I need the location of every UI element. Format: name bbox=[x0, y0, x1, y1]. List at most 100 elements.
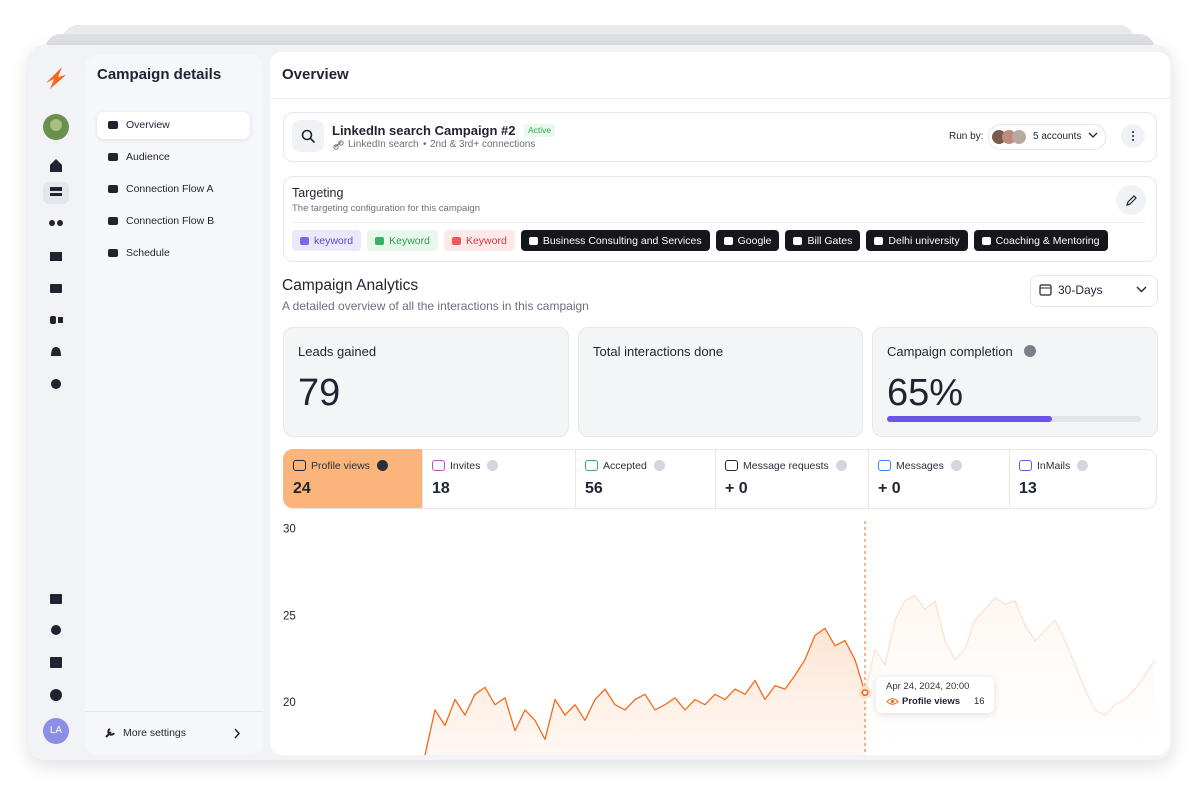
stat-label: Campaign completion bbox=[887, 344, 1013, 359]
contacts-icon bbox=[58, 317, 63, 323]
line-chart: 20 25 30 bbox=[283, 521, 1156, 755]
metric-label: Profile views bbox=[311, 460, 370, 472]
inbox-icon[interactable] bbox=[50, 284, 62, 293]
targeting-chip[interactable]: Business Consulting and Services bbox=[520, 230, 710, 251]
metric-icon bbox=[1019, 460, 1032, 471]
metric-tab[interactable] bbox=[1009, 449, 1157, 508]
contacts-icon[interactable] bbox=[50, 316, 56, 324]
campaign-card bbox=[283, 112, 1157, 162]
tooltip-date: Apr 24, 2024, 20:00 bbox=[886, 681, 970, 692]
nav-icon[interactable] bbox=[108, 121, 118, 129]
book-icon[interactable] bbox=[50, 657, 62, 668]
accounts-count: 5 accounts bbox=[1033, 131, 1082, 142]
home-icon[interactable] bbox=[50, 159, 62, 172]
gift-icon[interactable] bbox=[50, 594, 62, 604]
bulb-icon[interactable] bbox=[51, 625, 61, 635]
metric-label: Invites bbox=[450, 460, 481, 472]
metric-tab[interactable] bbox=[868, 449, 1009, 508]
page-title: Overview bbox=[282, 66, 349, 83]
account-avatars bbox=[992, 130, 1026, 144]
info-icon[interactable] bbox=[836, 460, 847, 471]
chip-list: keyword Keyword Keyword Business Consulting… bbox=[292, 230, 1108, 251]
range-dropdown[interactable] bbox=[1030, 275, 1158, 307]
search-icon bbox=[301, 129, 316, 144]
info-icon[interactable] bbox=[1077, 460, 1088, 471]
chevron-right[interactable] bbox=[233, 728, 241, 739]
info-icon[interactable] bbox=[951, 460, 962, 471]
nav-item[interactable]: Overview bbox=[126, 119, 170, 131]
info-icon[interactable] bbox=[377, 460, 388, 471]
edit-button[interactable] bbox=[1116, 185, 1146, 215]
audience-icon bbox=[57, 220, 63, 226]
targeting-chip[interactable]: Bill Gates bbox=[785, 230, 861, 251]
targeting-chip[interactable]: Keyword bbox=[443, 230, 515, 251]
divider bbox=[270, 98, 1170, 99]
metric-tab[interactable] bbox=[575, 449, 715, 508]
info-icon[interactable] bbox=[654, 460, 665, 471]
targeting-chip[interactable]: keyword bbox=[292, 230, 362, 251]
info-icon[interactable] bbox=[487, 460, 498, 471]
targeting-chip[interactable]: Google bbox=[715, 230, 780, 251]
nav-icon[interactable] bbox=[108, 217, 118, 225]
metric-value: 13 bbox=[1019, 480, 1037, 497]
bell-icon[interactable] bbox=[51, 347, 61, 356]
metric-tab[interactable] bbox=[422, 449, 575, 508]
chip-icon bbox=[451, 236, 461, 245]
accounts-pill[interactable] bbox=[988, 124, 1106, 150]
account-avatar[interactable] bbox=[43, 718, 69, 744]
more-settings[interactable]: More settings bbox=[123, 727, 187, 739]
help-icon[interactable] bbox=[50, 689, 62, 701]
run-by-label: Run by: bbox=[949, 131, 984, 142]
mail-icon[interactable] bbox=[50, 252, 62, 261]
sidebar bbox=[85, 55, 263, 755]
avatar-initials: LA bbox=[49, 725, 63, 736]
metric-icon bbox=[878, 460, 891, 471]
logo bbox=[46, 67, 66, 89]
nav-active-bg bbox=[97, 112, 250, 139]
nav-item[interactable]: Schedule bbox=[126, 247, 170, 259]
targeting-chip[interactable]: Delhi university bbox=[866, 230, 968, 251]
campaign-icon[interactable] bbox=[50, 187, 62, 191]
nav-icon[interactable] bbox=[108, 249, 118, 257]
avatar-detail bbox=[50, 119, 62, 131]
separator-dot: • bbox=[423, 139, 427, 150]
targeting-chip[interactable]: Keyword bbox=[367, 230, 438, 251]
metric-value: 56 bbox=[585, 480, 603, 497]
chip-icon bbox=[793, 236, 803, 245]
wrench-icon bbox=[105, 728, 115, 738]
campaign-name: LinkedIn search Campaign #2 bbox=[332, 123, 516, 138]
chip-label: Google bbox=[737, 234, 772, 247]
stat-card bbox=[578, 327, 863, 437]
metric-label: InMails bbox=[1037, 460, 1071, 472]
targeting-chip[interactable]: Coaching & Mentoring bbox=[973, 230, 1108, 251]
link-icon bbox=[333, 140, 344, 150]
targeting-card bbox=[283, 176, 1157, 262]
chip-label: Keyword bbox=[389, 234, 430, 247]
chip-label: keyword bbox=[314, 234, 354, 247]
audience-icon[interactable] bbox=[49, 220, 55, 226]
metric-tab[interactable] bbox=[283, 449, 422, 508]
stat-label: Total interactions done bbox=[593, 344, 724, 359]
chip-label: Keyword bbox=[465, 234, 507, 247]
nav-item[interactable]: Connection Flow A bbox=[126, 183, 214, 195]
nav-icon[interactable] bbox=[108, 185, 118, 193]
search-button[interactable] bbox=[292, 120, 324, 152]
metric-icon bbox=[432, 460, 445, 471]
metric-tab[interactable] bbox=[715, 449, 868, 508]
nav-item[interactable]: Connection Flow B bbox=[126, 215, 215, 227]
tooltip bbox=[876, 677, 994, 713]
chip-icon bbox=[981, 236, 991, 245]
metric-label: Message requests bbox=[743, 460, 829, 472]
status-badge: Active bbox=[524, 124, 556, 137]
nav-icon[interactable] bbox=[108, 153, 118, 161]
metric-value: 18 bbox=[432, 480, 450, 497]
campaign-icon bbox=[50, 193, 62, 196]
chip-icon bbox=[874, 236, 884, 245]
info-icon[interactable] bbox=[1024, 345, 1036, 357]
nav-item[interactable]: Audience bbox=[126, 151, 170, 163]
metric-icon bbox=[725, 460, 738, 471]
settings-icon[interactable] bbox=[51, 379, 61, 389]
metric-icon bbox=[293, 460, 306, 471]
stat-value: 79 bbox=[298, 372, 341, 414]
